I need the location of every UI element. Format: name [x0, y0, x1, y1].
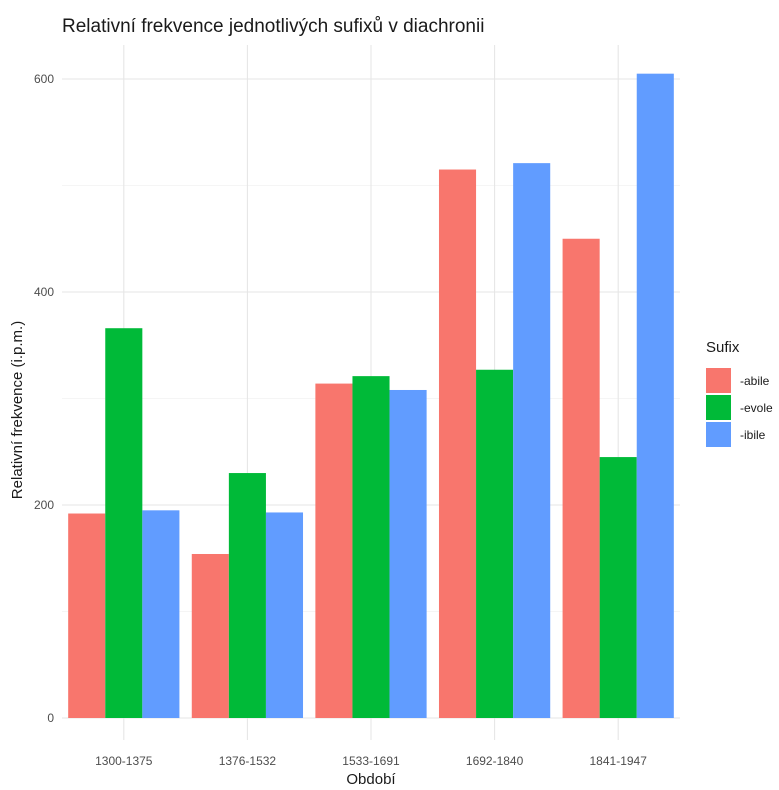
y-axis-title: Relativní frekvence (i.p.m.) [9, 321, 26, 499]
legend-items: -abile -evole -ibile [706, 368, 773, 447]
bar-evole-3 [476, 369, 514, 718]
legend: Sufix -abile -evole -ibile [706, 339, 773, 447]
legend-swatch [706, 395, 731, 420]
legend-label: -evole [740, 401, 773, 415]
legend-item: -ibile [706, 422, 766, 447]
y-tick-label: 200 [34, 498, 54, 512]
chart-title: Relativní frekvence jednotlivých sufixů … [62, 16, 484, 37]
bar-evole-1 [228, 473, 266, 718]
bar-evole-0 [105, 328, 143, 718]
y-tick-label: 400 [34, 285, 54, 299]
bar-ibile-0 [142, 510, 180, 718]
x-tick-label: 1376-1532 [219, 754, 277, 768]
x-axis-title: Období [346, 771, 396, 788]
bar-ibile-3 [513, 163, 551, 718]
legend-swatch [706, 422, 731, 447]
bar-abile-4 [562, 238, 600, 718]
bar-abile-1 [191, 553, 229, 718]
bar-evole-4 [599, 457, 637, 718]
bar-ibile-1 [265, 512, 304, 718]
x-tick-label: 1533-1691 [342, 754, 400, 768]
y-tick-label: 0 [47, 711, 54, 725]
x-tick-label: 1300-1375 [95, 754, 153, 768]
y-tick-label: 600 [34, 72, 54, 86]
x-tick-label: 1692-1840 [466, 754, 524, 768]
bar-evole-2 [352, 376, 390, 718]
bar-ibile-4 [636, 73, 674, 719]
x-axis-ticks: 1300-1375 1376-1532 1533-1691 1692-1840 1841… [95, 754, 647, 768]
y-axis-ticks: 0 200 400 600 [34, 72, 54, 725]
bars-layer [68, 73, 674, 719]
bar-abile-3 [438, 169, 477, 718]
x-tick-label: 1841-1947 [590, 754, 648, 768]
legend-label: -abile [740, 374, 770, 388]
legend-title: Sufix [706, 339, 740, 356]
bar-ibile-2 [389, 389, 427, 718]
legend-label: -ibile [740, 428, 766, 442]
bar-abile-0 [68, 513, 106, 718]
bar-abile-2 [315, 383, 353, 718]
legend-swatch [706, 368, 731, 393]
legend-item: -abile [706, 368, 770, 393]
legend-item: -evole [706, 395, 773, 420]
